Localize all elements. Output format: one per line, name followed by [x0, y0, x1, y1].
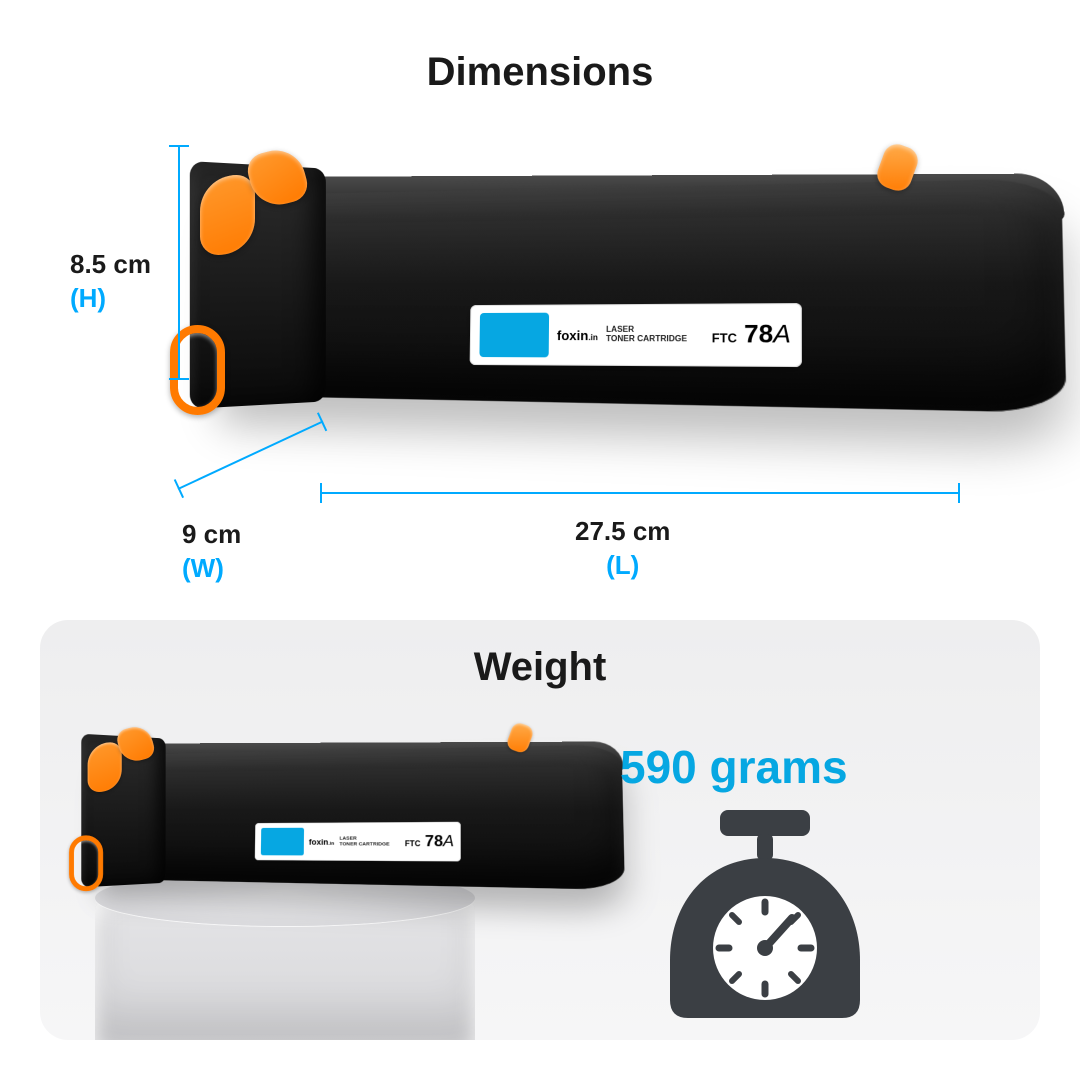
length-label: 27.5 cm (L) [575, 515, 670, 583]
pedestal [95, 870, 475, 1040]
label-brand-suffix: .in [588, 332, 598, 341]
length-value: 27.5 cm [575, 516, 670, 546]
scale-icon [665, 810, 865, 1020]
cartridge-illustration: foxin.in LASER TONER CARTRIDGE FTC 78A [220, 155, 960, 415]
height-value: 8.5 cm [70, 249, 151, 279]
height-axis: (H) [70, 283, 106, 313]
width-axis: (W) [182, 553, 224, 583]
weight-value: 590 grams [620, 740, 848, 794]
length-guide [320, 492, 960, 494]
dimensions-title: Dimensions [0, 50, 1080, 95]
label-brand: foxin [557, 327, 589, 342]
dimensions-panel: Dimensions foxin.in LASER TONER CARTRIDG… [0, 0, 1080, 620]
height-guide [178, 145, 180, 380]
width-guide [178, 420, 324, 489]
label-prefix: FTC [712, 331, 737, 346]
width-value: 9 cm [182, 519, 241, 549]
product-label: foxin.in LASER TONER CARTRIDGE FTC 78A [470, 303, 802, 367]
weight-title: Weight [0, 645, 1080, 690]
length-axis: (L) [606, 550, 639, 580]
label-line1: LASER [606, 325, 634, 334]
label-model-suffix: A [773, 320, 791, 349]
width-label: 9 cm (W) [182, 518, 241, 586]
height-label: 8.5 cm (H) [70, 248, 151, 316]
cartridge-small-illustration: foxin.in LASER TONER CARTRIDGE FTC 78A [100, 730, 360, 842]
label-model: 78 [744, 320, 773, 349]
label-line2: TONER CARTRIDGE [606, 334, 687, 343]
